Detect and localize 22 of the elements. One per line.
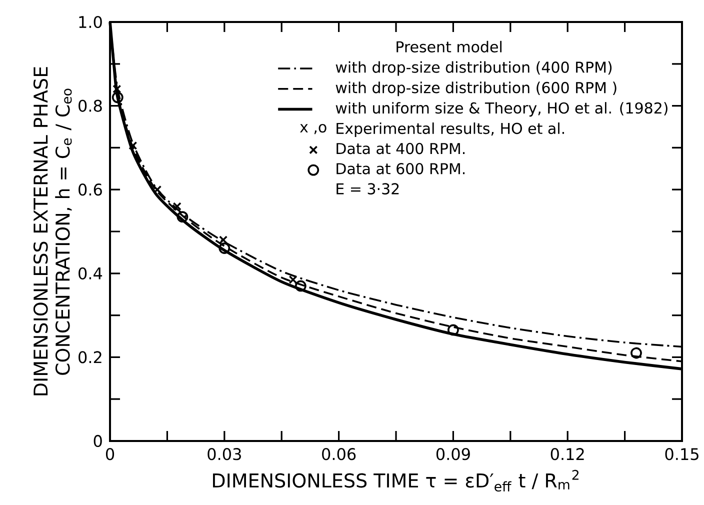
y-tick-label: 0.6 (78, 184, 102, 196)
annotation: E = 3·32 (336, 183, 399, 194)
y-tick-label: 1.0 (79, 16, 102, 28)
x-tick-label: 0.03 (208, 448, 241, 460)
x-tick-label: 0 (106, 448, 114, 460)
y-tick-label: 0.2 (78, 351, 102, 364)
x-tick-label: 0.09 (436, 448, 470, 460)
legend-title: Present model (396, 40, 502, 52)
x-axis-title: DIMENSIONLESS TIME τ = εD′$_{eff}$ t / R$_{m}$2 (213, 470, 578, 492)
legend-label: Data at 400 RPM. (336, 142, 465, 154)
annotation: x ,o (300, 124, 326, 134)
x-tick-label: 0.12 (550, 448, 584, 460)
y-tick-label: 0 (94, 434, 102, 448)
legend-label: with drop-size distribution (400 RPM) (336, 61, 612, 76)
y-tick-label: 0.4 (78, 267, 102, 280)
legend-label: with uniform size & Theory, HO et al. (1982) (336, 102, 668, 117)
legend-label: with drop-size distribution (600 RPM ) (336, 82, 616, 96)
y-tick-label: 0.8 (78, 100, 102, 112)
x-tick-label: 0.06 (322, 448, 356, 460)
x-tick-label: 0.15 (665, 448, 698, 460)
legend-label: Data at 600 RPM. (336, 162, 465, 174)
annotation: Experimental results, HO et al. (336, 122, 564, 137)
